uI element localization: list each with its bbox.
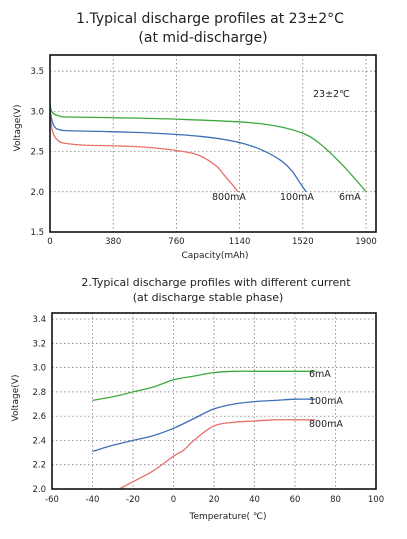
- x-tick-label: 380: [105, 237, 121, 247]
- chart-2-x-axis-label: Temperature( ℃): [188, 512, 266, 522]
- x-tick-label: 760: [168, 237, 184, 247]
- series-line-100ma: [49, 107, 307, 193]
- chart-2-plot-frame: [51, 312, 377, 490]
- x-tick-label: 1900: [355, 237, 377, 247]
- y-tick-label: 2.2: [32, 461, 46, 471]
- chart-1: 1.Typical discharge profiles at 23±2°C (…: [13, 11, 377, 261]
- x-tick-label: 0: [47, 237, 52, 247]
- x-tick-label: 1140: [229, 237, 251, 247]
- y-tick-label: 3.4: [32, 315, 46, 325]
- x-tick-label: -40: [86, 495, 100, 505]
- chart-2-y-ticks: 2.0 2.2 2.4 2.6 2.8 3.0 3.2 3.4: [32, 315, 46, 495]
- chart-1-label-100ma: 100mA: [280, 192, 314, 203]
- chart-1-series: [49, 104, 367, 193]
- x-tick-label: 20: [209, 495, 220, 505]
- chart-1-temperature-annotation: 23±2℃: [313, 89, 350, 100]
- series-line-6ma: [92, 370, 316, 402]
- x-tick-label: 0: [171, 495, 176, 505]
- chart-2-y-axis-label: Voltage(V): [11, 375, 21, 422]
- y-tick-label: 2.0: [32, 485, 46, 495]
- chart-1-label-800ma: 800mA: [212, 192, 246, 203]
- series-line-100ma: [92, 398, 316, 453]
- chart-2-label-6ma: 6mA: [309, 369, 331, 380]
- y-tick-label: 3.0: [30, 107, 44, 117]
- y-tick-label: 3.5: [30, 67, 44, 77]
- chart-2-x-ticks: -60 -40 -20 0 20 40 60 80 100: [45, 495, 384, 505]
- y-tick-label: 2.0: [30, 188, 44, 198]
- x-tick-label: 1520: [292, 237, 314, 247]
- x-tick-label: -20: [126, 495, 140, 505]
- series-line-6ma: [49, 104, 367, 193]
- chart-1-label-6ma: 6mA: [339, 192, 361, 203]
- chart-1-y-axis-label: Voltage(V): [13, 105, 23, 152]
- chart-2-title: 2.Typical discharge profiles with differ…: [81, 276, 351, 289]
- chart-2-label-800ma: 800mA: [309, 419, 343, 430]
- chart-1-x-ticks: 0 380 760 1140 1520 1900: [47, 237, 377, 247]
- series-line-800ma: [49, 109, 239, 193]
- chart-1-subtitle: (at mid-discharge): [138, 30, 267, 46]
- y-tick-label: 2.4: [32, 436, 46, 446]
- chart-1-x-axis-label: Capacity(mAh): [182, 251, 249, 261]
- x-tick-label: 100: [368, 495, 384, 505]
- y-tick-label: 3.0: [32, 364, 46, 374]
- series-line-800ma: [118, 419, 316, 490]
- chart-1-plot-frame: [49, 54, 377, 233]
- x-tick-label: 80: [330, 495, 341, 505]
- chart-1-grid: [50, 55, 376, 232]
- chart-1-y-ticks: 1.5 2.0 2.5 3.0 3.5: [30, 67, 44, 238]
- chart-2-subtitle: (at discharge stable phase): [133, 291, 284, 304]
- y-tick-label: 1.5: [30, 228, 44, 238]
- chart-2: 2.Typical discharge profiles with differ…: [11, 276, 384, 522]
- y-tick-label: 3.2: [32, 339, 46, 349]
- y-tick-label: 2.6: [32, 412, 46, 422]
- x-tick-label: -60: [45, 495, 59, 505]
- y-tick-label: 2.5: [30, 148, 44, 158]
- x-tick-label: 40: [249, 495, 260, 505]
- chart-2-label-100ma: 100mA: [309, 396, 343, 407]
- y-tick-label: 2.8: [32, 388, 46, 398]
- chart-2-series: [92, 370, 316, 490]
- x-tick-label: 60: [290, 495, 301, 505]
- chart-1-title: 1.Typical discharge profiles at 23±2°C: [76, 11, 344, 27]
